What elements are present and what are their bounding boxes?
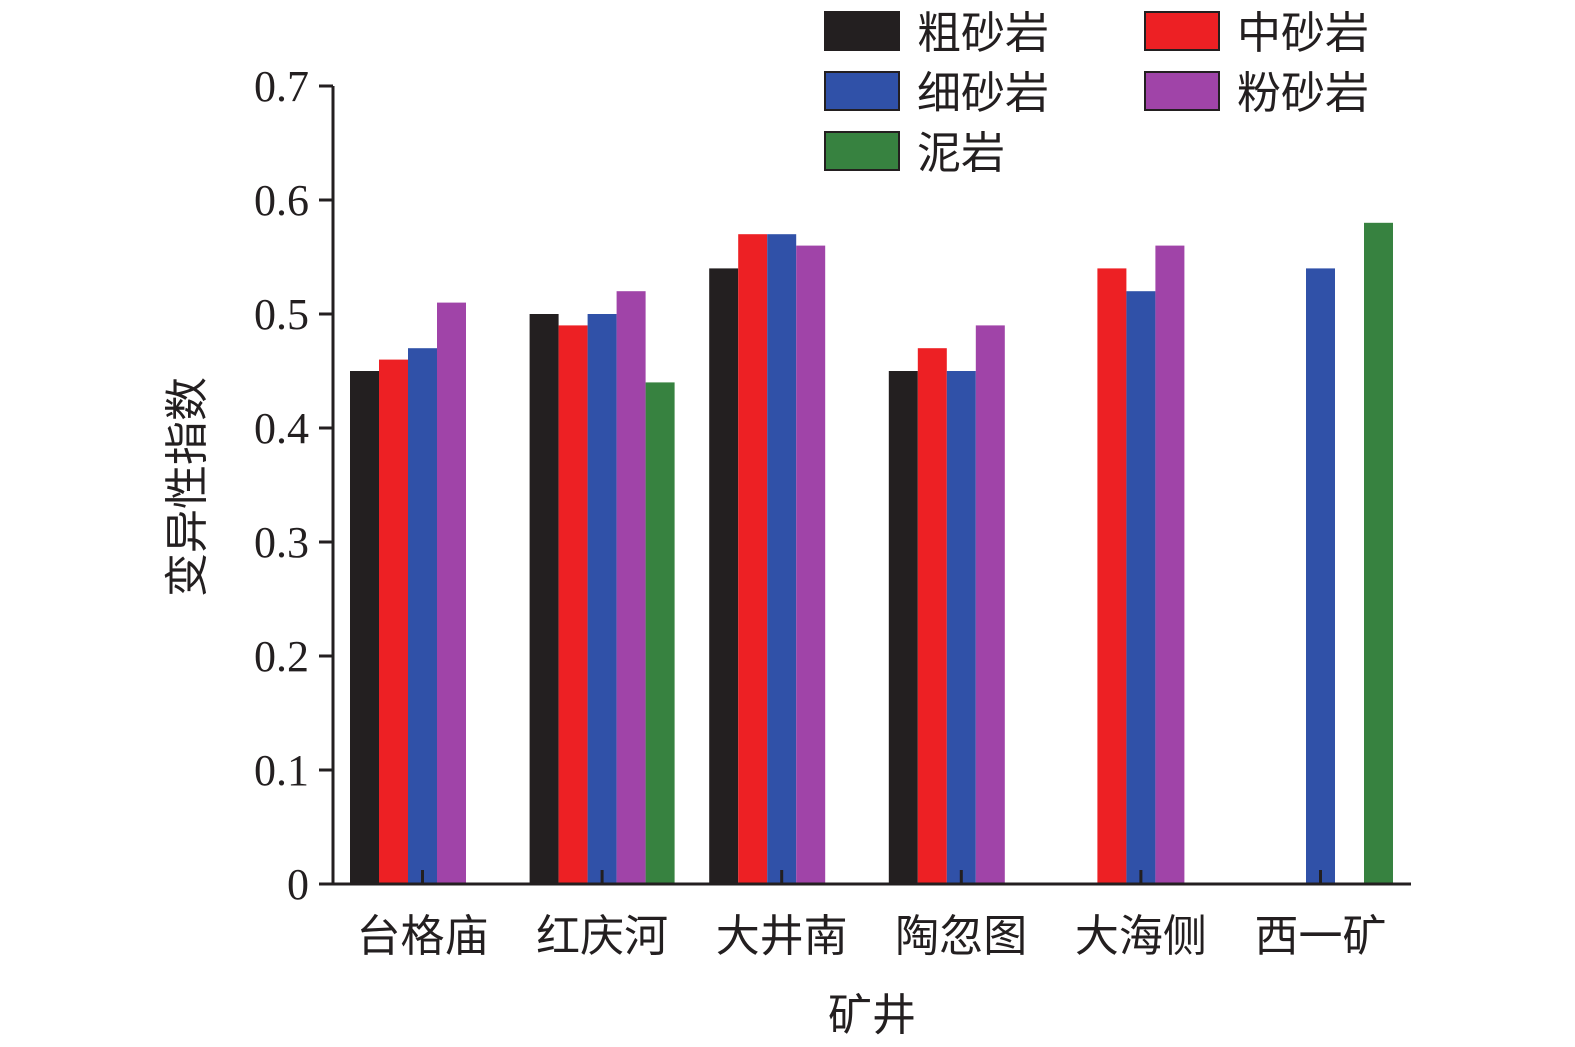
legend-label: 细砂岩 — [917, 68, 1049, 119]
bar-粉砂岩-红庆河 — [616, 291, 646, 884]
legend-swatch — [1144, 71, 1220, 111]
bar-细砂岩-大海侧 — [1126, 291, 1156, 884]
x-tick-label: 陶忽图 — [895, 911, 1027, 962]
y-tick-label: 0.7 — [254, 62, 309, 111]
bar-粉砂岩-陶忽图 — [975, 325, 1005, 884]
y-tick-label: 0 — [287, 860, 309, 909]
legend-swatch — [824, 71, 900, 111]
bar-粗砂岩-红庆河 — [529, 314, 559, 884]
bar-细砂岩-红庆河 — [587, 314, 617, 884]
legend-swatch — [1144, 11, 1220, 51]
bar-细砂岩-大井南 — [767, 234, 797, 884]
bar-中砂岩-陶忽图 — [917, 348, 947, 884]
bar-粗砂岩-陶忽图 — [888, 371, 918, 884]
bar-粉砂岩-台格庙 — [437, 302, 466, 885]
bar-粉砂岩-大井南 — [796, 245, 826, 885]
bar-中砂岩-大井南 — [738, 234, 768, 884]
y-axis-title: 变异性指数 — [162, 377, 213, 597]
x-tick-label: 红庆河 — [536, 911, 668, 962]
x-ticks: 台格庙 红庆河 大井南 陶忽图 大海侧 西一矿 — [357, 870, 1387, 962]
x-tick-label: 西一矿 — [1255, 911, 1387, 962]
legend-swatch — [824, 131, 900, 171]
bar-中砂岩-大海侧 — [1097, 268, 1127, 884]
axes-layer — [331, 86, 1411, 886]
bars-layer — [350, 222, 1393, 885]
y-tick-label: 0.2 — [254, 632, 309, 681]
bar-细砂岩-西一矿 — [1306, 268, 1335, 884]
x-tick-label: 大井南 — [716, 911, 848, 962]
x-tick-label: 台格庙 — [357, 911, 489, 962]
bar-泥岩-西一矿 — [1364, 222, 1393, 885]
y-tick-label: 0.4 — [254, 404, 309, 453]
legend-label: 泥岩 — [917, 128, 1005, 179]
bar-中砂岩-红庆河 — [558, 325, 588, 884]
bar-细砂岩-台格庙 — [408, 348, 437, 884]
y-tick-label: 0.3 — [254, 518, 309, 567]
legend-label: 中砂岩 — [1237, 8, 1369, 59]
bar-中砂岩-台格庙 — [379, 359, 408, 885]
x-axis-title: 矿井 — [828, 990, 916, 1041]
legend-label: 粗砂岩 — [917, 8, 1049, 59]
y-ticks: 0 0.1 0.2 0.3 0.4 0.5 0.6 0.7 — [254, 62, 333, 909]
x-tick-label: 大海侧 — [1075, 911, 1207, 962]
bar-粗砂岩-台格庙 — [350, 371, 379, 884]
bar-细砂岩-陶忽图 — [946, 371, 976, 884]
y-tick-label: 0.1 — [254, 746, 309, 795]
legend-label: 粉砂岩 — [1237, 68, 1369, 119]
legend-swatch — [824, 11, 900, 51]
bar-粉砂岩-大海侧 — [1155, 245, 1185, 885]
bar-泥岩-红庆河 — [645, 382, 675, 884]
bar-粗砂岩-大井南 — [709, 268, 739, 884]
y-tick-label: 0.5 — [254, 290, 309, 339]
y-tick-label: 0.6 — [254, 176, 309, 225]
